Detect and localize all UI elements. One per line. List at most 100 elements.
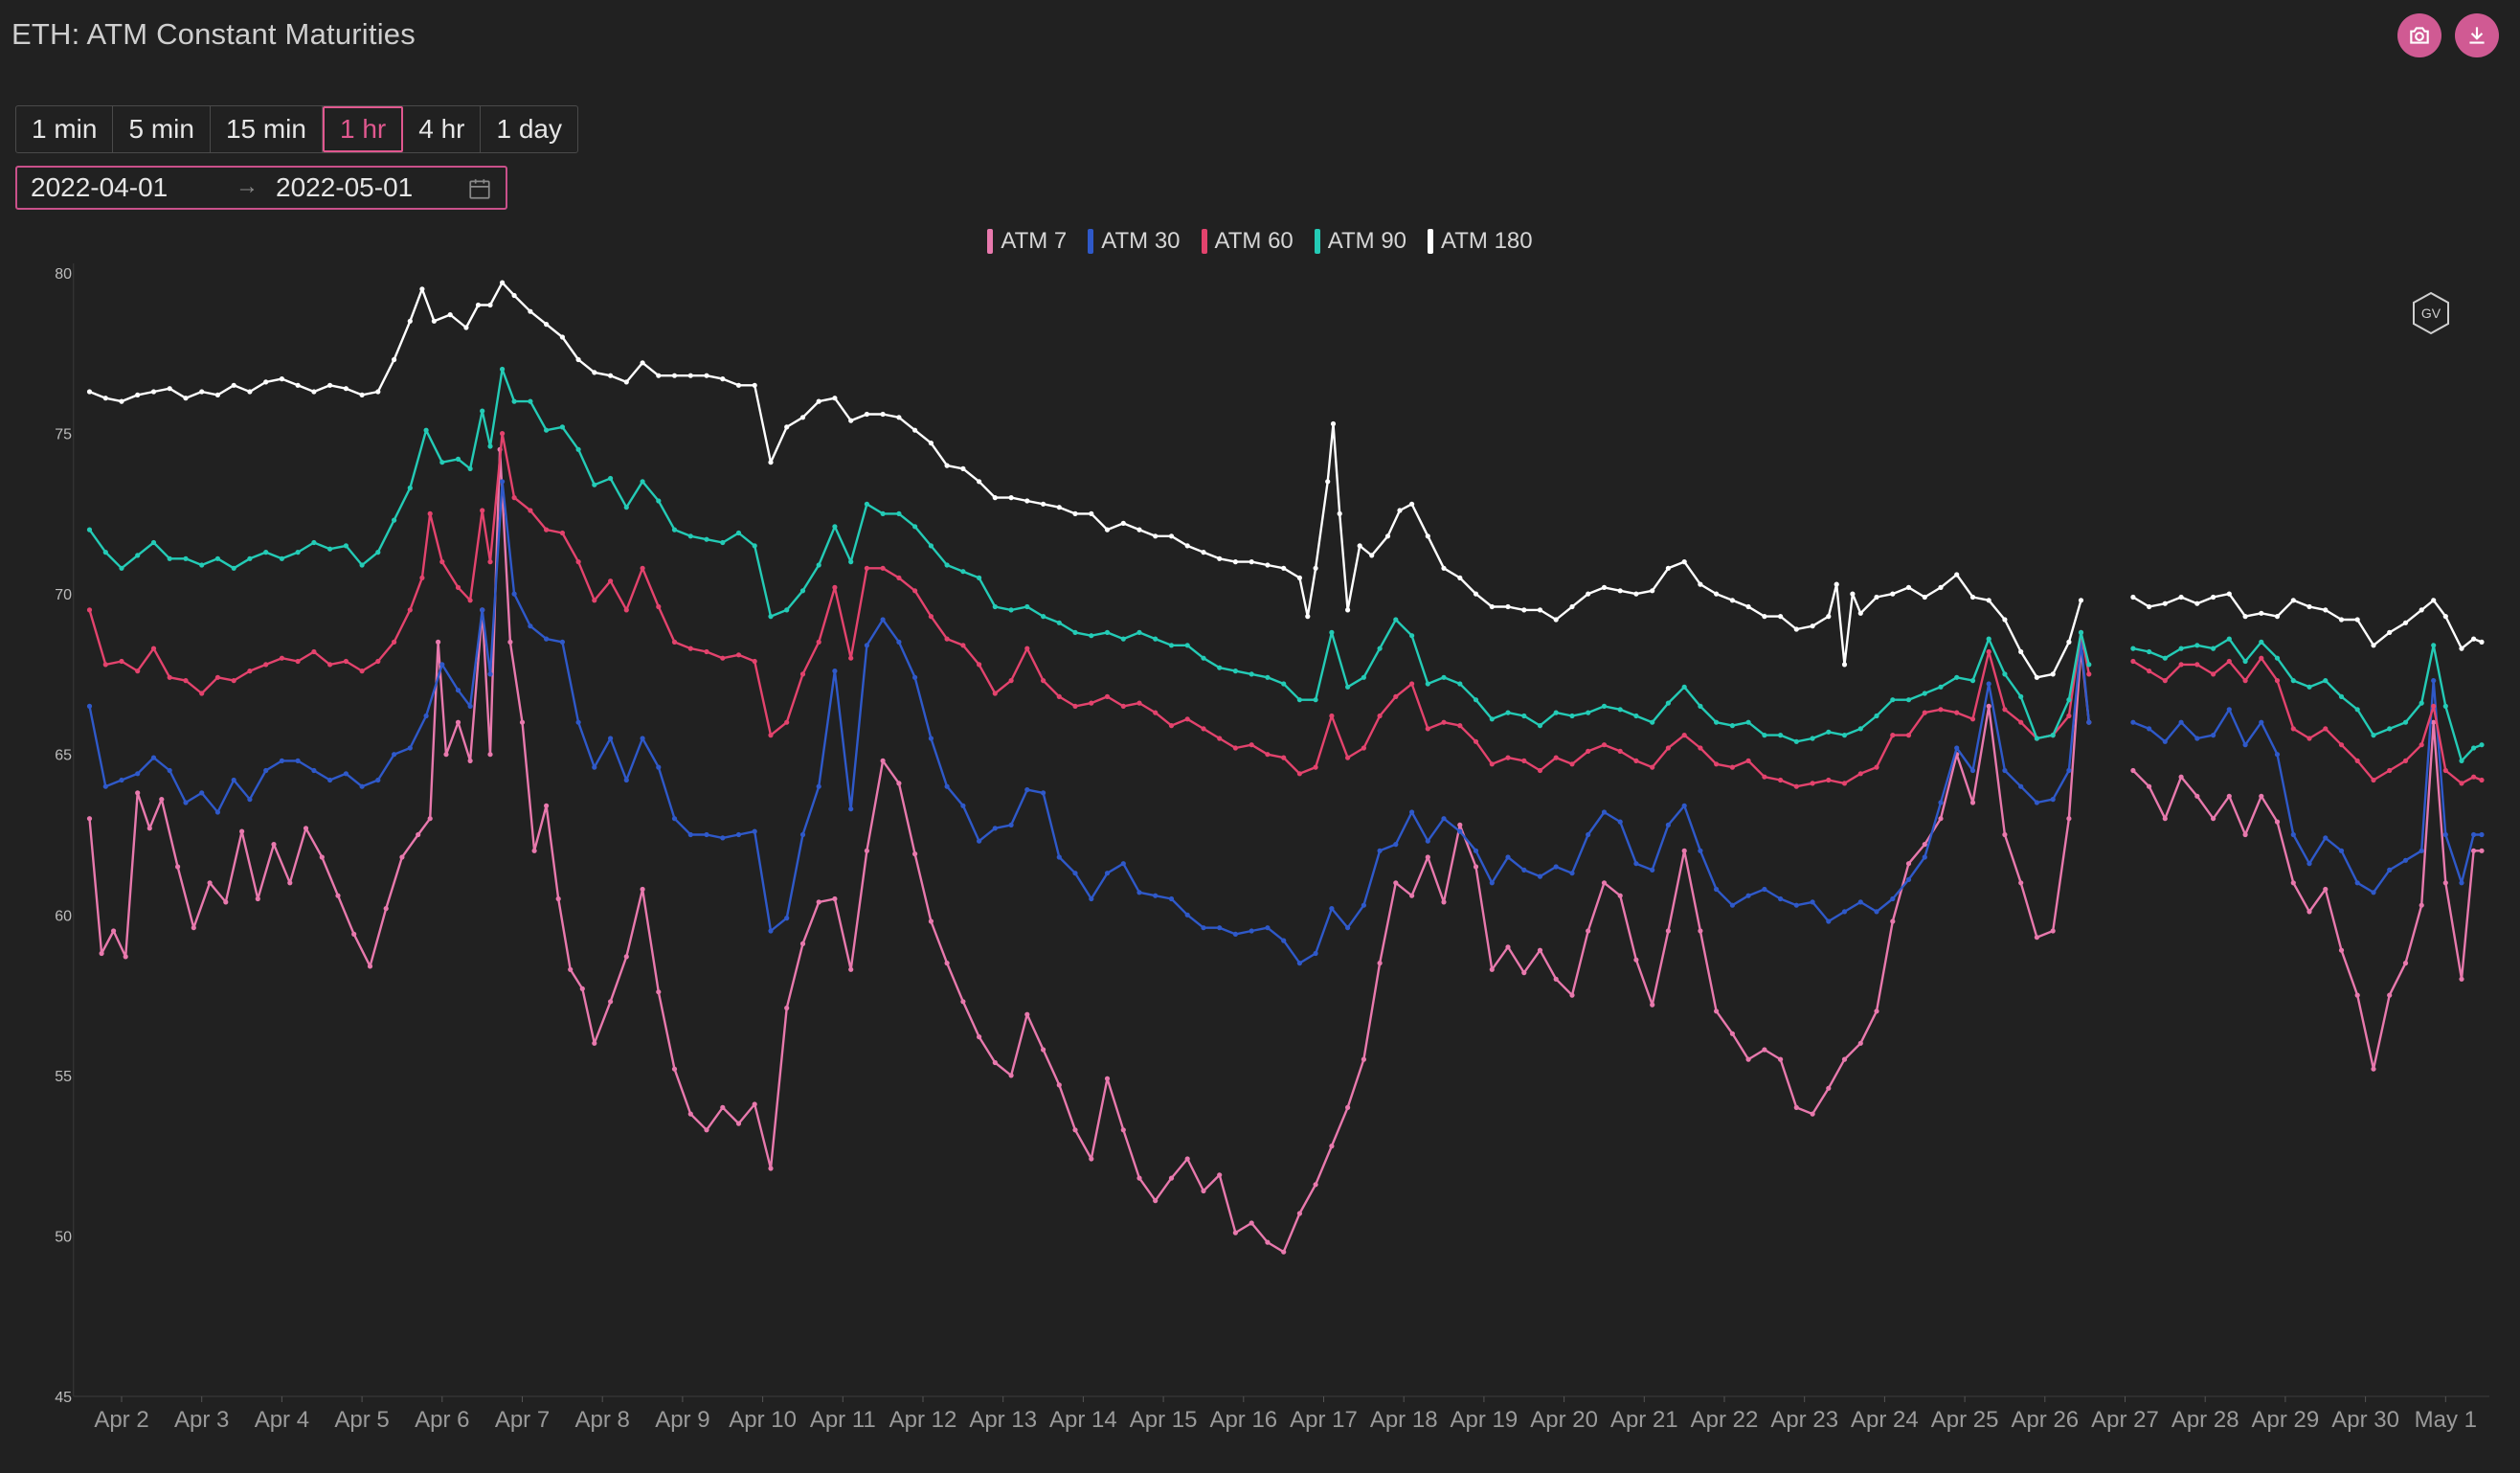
data-point-atm-90	[480, 408, 485, 414]
legend-item-atm-30[interactable]: ATM 30	[1088, 228, 1181, 255]
data-point-atm-30	[1537, 873, 1543, 879]
interval-4-hr[interactable]: 4 hr	[403, 106, 482, 152]
data-point-atm-30	[544, 636, 550, 642]
data-point-atm-180	[784, 424, 790, 430]
data-point-atm-30	[2050, 797, 2056, 803]
data-point-atm-7	[671, 1066, 678, 1072]
data-point-atm-7	[175, 864, 181, 870]
data-point-atm-180	[1489, 603, 1495, 610]
data-point-atm-90	[592, 482, 597, 487]
data-point-atm-30	[359, 783, 365, 789]
data-point-atm-30	[1489, 880, 1495, 886]
data-point-atm-30	[928, 736, 934, 741]
interval-1-min[interactable]: 1 min	[16, 106, 114, 152]
data-point-atm-90	[1601, 703, 1608, 710]
legend-item-atm-90[interactable]: ATM 90	[1314, 228, 1406, 255]
x-tick-label: Apr 29	[2252, 1407, 2320, 1433]
data-point-atm-60	[1329, 713, 1335, 719]
data-point-atm-90	[687, 533, 693, 539]
data-point-atm-30	[2066, 767, 2072, 774]
data-point-atm-180	[1201, 550, 1206, 555]
data-point-atm-180	[1874, 594, 1879, 601]
x-tick-label: Apr 6	[415, 1407, 469, 1433]
data-point-atm-180	[1457, 575, 1463, 581]
legend-item-atm-60[interactable]: ATM 60	[1201, 228, 1294, 255]
data-point-atm-90	[1008, 607, 1014, 613]
data-point-atm-60	[1681, 733, 1687, 738]
data-point-atm-7	[2419, 902, 2424, 908]
data-point-atm-30	[592, 764, 597, 770]
interval-1-hr[interactable]: 1 hr	[322, 106, 404, 152]
data-point-atm-90	[2211, 646, 2216, 651]
page-title: ETH: ATM Constant Maturities	[11, 17, 416, 51]
data-point-atm-180	[1826, 614, 1832, 620]
data-point-atm-7	[1986, 703, 1991, 710]
data-point-atm-180	[896, 415, 902, 420]
start-date[interactable]: 2022-04-01	[31, 172, 169, 202]
data-point-atm-7	[271, 842, 277, 848]
data-point-atm-90	[735, 530, 742, 536]
legend-item-atm-7[interactable]: ATM 7	[987, 228, 1067, 255]
data-point-atm-90	[1521, 713, 1527, 719]
data-point-atm-60	[214, 674, 220, 680]
data-point-atm-30	[640, 736, 645, 741]
data-point-atm-7	[799, 940, 806, 947]
interval-15-min[interactable]: 15 min	[211, 106, 323, 152]
data-point-atm-90	[1089, 633, 1094, 639]
data-point-atm-7	[992, 1059, 998, 1066]
data-point-atm-30	[467, 703, 473, 710]
data-point-atm-7	[427, 816, 433, 822]
end-date[interactable]: 2022-05-01	[276, 172, 414, 202]
data-point-atm-180	[656, 373, 662, 378]
data-point-atm-30	[1393, 842, 1399, 848]
data-point-atm-180	[960, 465, 966, 471]
date-range-picker[interactable]: 2022-04-01 → 2022-05-01	[15, 166, 507, 210]
data-point-atm-60	[439, 559, 445, 565]
data-point-atm-7	[1072, 1127, 1078, 1133]
x-tick-label: Apr 21	[1610, 1407, 1678, 1433]
download-icon[interactable]	[2455, 13, 2499, 57]
data-point-atm-7	[239, 828, 245, 834]
data-point-atm-30	[214, 809, 220, 815]
data-point-atm-60	[832, 584, 838, 591]
data-point-atm-60	[1969, 716, 1976, 722]
data-point-atm-30	[864, 643, 870, 648]
data-point-atm-30	[1586, 831, 1591, 838]
series-line-atm-180	[2132, 592, 2483, 650]
data-point-atm-180	[2354, 617, 2360, 623]
data-point-atm-30	[2211, 733, 2216, 738]
data-point-atm-60	[2354, 758, 2360, 764]
data-point-atm-90	[1986, 636, 1991, 642]
data-point-atm-60	[559, 530, 566, 536]
data-point-atm-60	[1505, 755, 1511, 760]
x-tick-label: Apr 30	[2331, 1407, 2399, 1433]
data-point-atm-60	[467, 598, 473, 603]
legend-item-atm-180[interactable]: ATM 180	[1428, 228, 1533, 255]
data-point-atm-7	[544, 803, 550, 808]
data-point-atm-180	[2274, 614, 2281, 620]
data-point-atm-60	[199, 691, 205, 696]
data-point-atm-7	[1922, 842, 1927, 848]
data-point-atm-90	[150, 539, 157, 546]
calendar-icon[interactable]	[467, 176, 492, 201]
x-tick-label: Apr 19	[1451, 1407, 1519, 1433]
data-point-atm-90	[1104, 629, 1111, 636]
interval-5-min[interactable]: 5 min	[113, 106, 211, 152]
data-point-atm-30	[1281, 938, 1287, 943]
data-point-atm-60	[1954, 710, 1960, 715]
data-point-atm-180	[2162, 601, 2168, 606]
camera-icon[interactable]	[2397, 13, 2441, 57]
data-point-atm-7	[1136, 1175, 1142, 1181]
data-point-atm-60	[2018, 719, 2024, 725]
data-point-atm-180	[2034, 674, 2039, 680]
data-point-atm-90	[2290, 678, 2296, 684]
data-point-atm-30	[559, 639, 566, 646]
interval-1-day[interactable]: 1 day	[496, 114, 562, 144]
data-point-atm-7	[2162, 816, 2168, 822]
data-point-atm-7	[1168, 1175, 1175, 1181]
data-point-atm-180	[1357, 543, 1362, 549]
data-point-atm-60	[1361, 745, 1366, 751]
data-point-atm-7	[1409, 893, 1415, 898]
data-point-atm-90	[1056, 620, 1062, 625]
data-point-atm-60	[279, 655, 284, 661]
